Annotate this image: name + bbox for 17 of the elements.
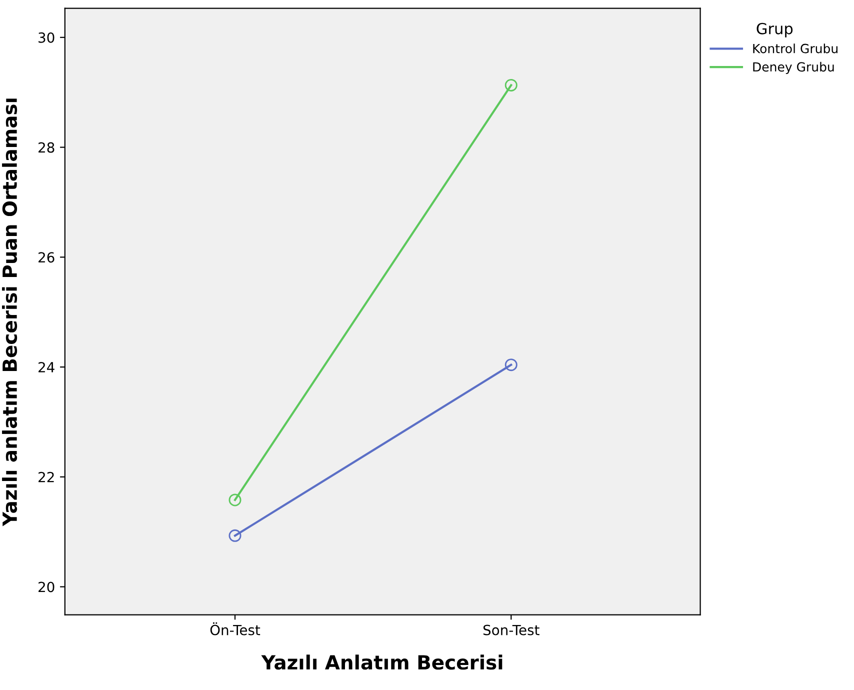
legend-title: Grup — [756, 22, 793, 38]
point — [504, 78, 518, 92]
x-tick-label: Son-Test — [483, 624, 540, 636]
y-tick-label: 24 — [38, 362, 54, 372]
point — [228, 529, 242, 542]
x-axis-title: Yazılı Anlatım Becerisi — [261, 654, 502, 670]
y-tick-label: 30 — [38, 32, 54, 43]
point — [228, 494, 242, 506]
y-tick-label: 28 — [38, 142, 54, 153]
x-tick-label: Ön-Test — [210, 622, 260, 636]
legend-label: Deney Grubu — [753, 62, 834, 74]
legend-label: Kontrol Grubu — [753, 44, 838, 54]
y-axis-title: Yazılı anlatım Becerisi Puan Ortalaması — [2, 98, 18, 526]
y-tick-label: 20 — [38, 582, 54, 592]
y-tick-label: 26 — [38, 252, 54, 263]
point — [504, 358, 518, 372]
y-tick-label: 22 — [38, 472, 54, 482]
